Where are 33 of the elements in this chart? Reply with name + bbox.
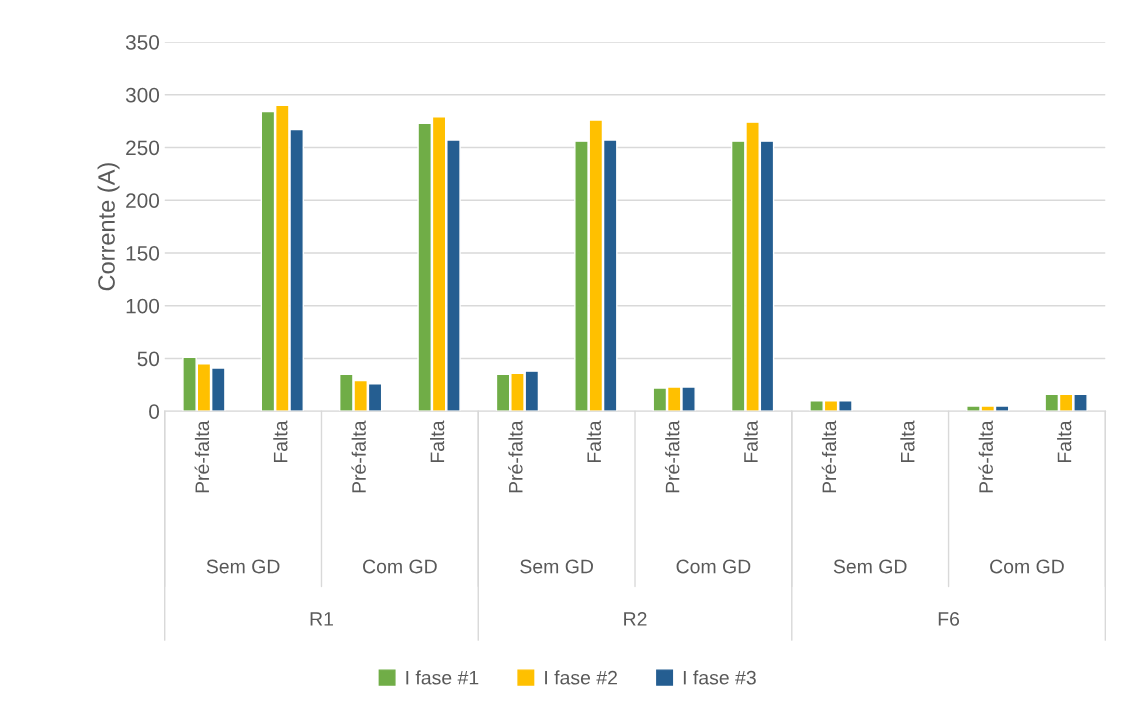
text: Sem GD (206, 559, 280, 574)
text: Sem GD (833, 559, 907, 574)
x-tick-label: Falta (1057, 420, 1072, 463)
x-tick-label: Falta (586, 420, 602, 463)
text: Com GD (363, 559, 437, 574)
x-tick-label: Pré-falta (821, 420, 837, 493)
text: R1 (310, 612, 333, 626)
x-tick-label: Pré-falta (508, 420, 523, 493)
y-tick-label: 50 (137, 351, 160, 367)
y-tick-label: 250 (126, 140, 160, 156)
x-tick-label: Pré-falta (978, 420, 993, 493)
x-tick-label: Falta (743, 420, 758, 463)
y-tick-label: 200 (126, 193, 160, 208)
text: Com GD (676, 559, 751, 574)
y-axis-title: Corrente (A) (97, 163, 120, 291)
text: F6 (938, 612, 960, 626)
y-tick-label: 0 (149, 404, 160, 419)
legend-label: I fase #1 (406, 670, 479, 685)
x-tick-label: Falta (900, 420, 915, 463)
y-tick-label: 300 (125, 87, 160, 103)
x-tick-label: Pré-falta (351, 420, 366, 493)
y-tick-label: 150 (126, 245, 160, 261)
x-tick-label: Pré-falta (194, 420, 210, 493)
y-tick-label: 100 (126, 298, 160, 314)
legend-label: I fase #3 (683, 670, 756, 685)
text: Com GD (990, 559, 1064, 574)
x-tick-label: Pré-falta (664, 420, 680, 493)
x-tick-label: Falta (273, 420, 288, 463)
y-tick-label: 350 (125, 34, 160, 50)
text: R2 (624, 612, 647, 626)
legend-label: I fase #2 (545, 670, 617, 685)
text: Sem GD (520, 559, 593, 574)
x-tick-label: Falta (430, 420, 445, 463)
